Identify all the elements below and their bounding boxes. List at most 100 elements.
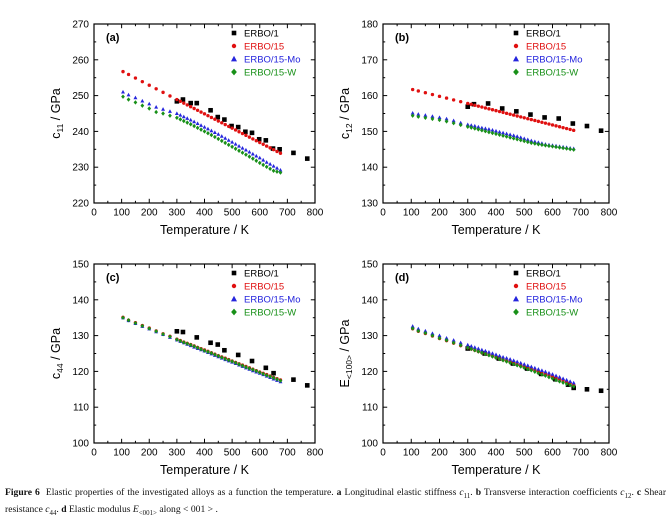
data-point [568,127,572,132]
data-point [465,104,471,109]
data-point [147,101,152,106]
data-point [254,153,259,158]
data-point [247,366,252,371]
data-point [202,124,207,129]
data-point [423,330,428,336]
data-point [529,138,534,143]
legend-triangle-marker [230,295,238,302]
data-point [532,369,537,374]
caption-segment: Shear resistance [5,487,667,515]
data-point [451,98,456,102]
caption-segment: 11 [463,492,471,500]
y-tick-label: 110 [73,403,89,414]
data-point [480,350,484,355]
data-point [410,87,415,92]
data-point [188,100,193,106]
data-point [466,101,470,106]
data-point [472,348,477,353]
data-point [515,114,519,118]
data-point [473,103,477,107]
data-point [584,123,590,129]
data-point [240,363,245,368]
data-point [430,116,435,122]
data-point [486,349,491,354]
data-point [458,99,463,104]
data-point [230,144,234,150]
data-point [268,146,272,150]
data-point [437,115,442,119]
data-point [518,364,523,369]
data-point [499,106,505,111]
data-point [154,329,159,334]
figure-caption: Figure 6 Elastic properties of the inves… [5,486,666,519]
panel-b: 0 100 200 300 400 500 600 700 800 130 140 150 160 170… [336,0,671,240]
data-point [536,367,541,371]
data-point [480,105,484,109]
x-tick-label: 100 [113,448,130,459]
data-point [291,377,296,382]
panel-letter: (c) [106,272,120,284]
data-point [126,72,131,77]
x-tick-label: 800 [601,448,618,459]
data-point [185,116,190,120]
legend-circle-marker [231,43,237,49]
data-point [154,104,159,109]
data-point [195,108,200,112]
data-point [490,128,495,132]
data-point [532,141,537,146]
data-point [570,121,576,126]
caption-segment: Figure 6 [5,487,40,498]
ticks [382,23,610,204]
data-point [154,109,159,115]
data-point [237,362,241,367]
caption-segment: d [61,503,67,515]
data-point [540,142,544,148]
x-tick-label: 500 [516,208,533,219]
data-point [515,134,520,138]
data-point [180,97,186,102]
data-point [237,148,241,153]
data-point [550,376,555,381]
data-point [240,145,245,150]
data-point [504,356,509,360]
caption-segment: 12 [624,492,632,500]
data-point [476,124,481,129]
data-point [469,344,474,348]
data-point [254,368,259,374]
data-point [140,98,145,103]
data-point [263,365,269,371]
data-point [519,115,523,119]
x-axis-title: Temperature / K [452,463,542,477]
data-point [540,372,544,377]
x-tick-label: 300 [459,448,476,459]
data-point [235,124,241,130]
data-point [479,125,484,130]
data-point [199,110,203,114]
data-point [261,371,266,377]
data-point [423,91,428,95]
data-point [235,352,241,358]
data-point [188,122,193,127]
data-point [542,115,547,120]
data-point [212,134,217,140]
data-point [497,129,502,134]
legend-circle-marker [231,283,237,289]
data-point [525,366,530,372]
data-point [188,117,193,122]
caption-segment: c [636,487,642,498]
x-tick-label: 100 [113,208,130,219]
legend: ERBO/1 ERBO/15 ERBO/15-Mo ERBO/15-W [230,29,301,79]
data-point [501,133,505,138]
legend-label: ERBO/15 [526,282,566,293]
data-point [223,122,227,127]
data-point [216,132,221,136]
data-point [529,117,534,122]
data-point [161,90,165,95]
data-point [223,356,228,362]
caption-segment: c [459,487,464,498]
data-point [275,165,279,170]
data-point [557,125,562,129]
data-point [479,347,484,352]
data-point [133,95,138,100]
data-point [185,103,189,107]
